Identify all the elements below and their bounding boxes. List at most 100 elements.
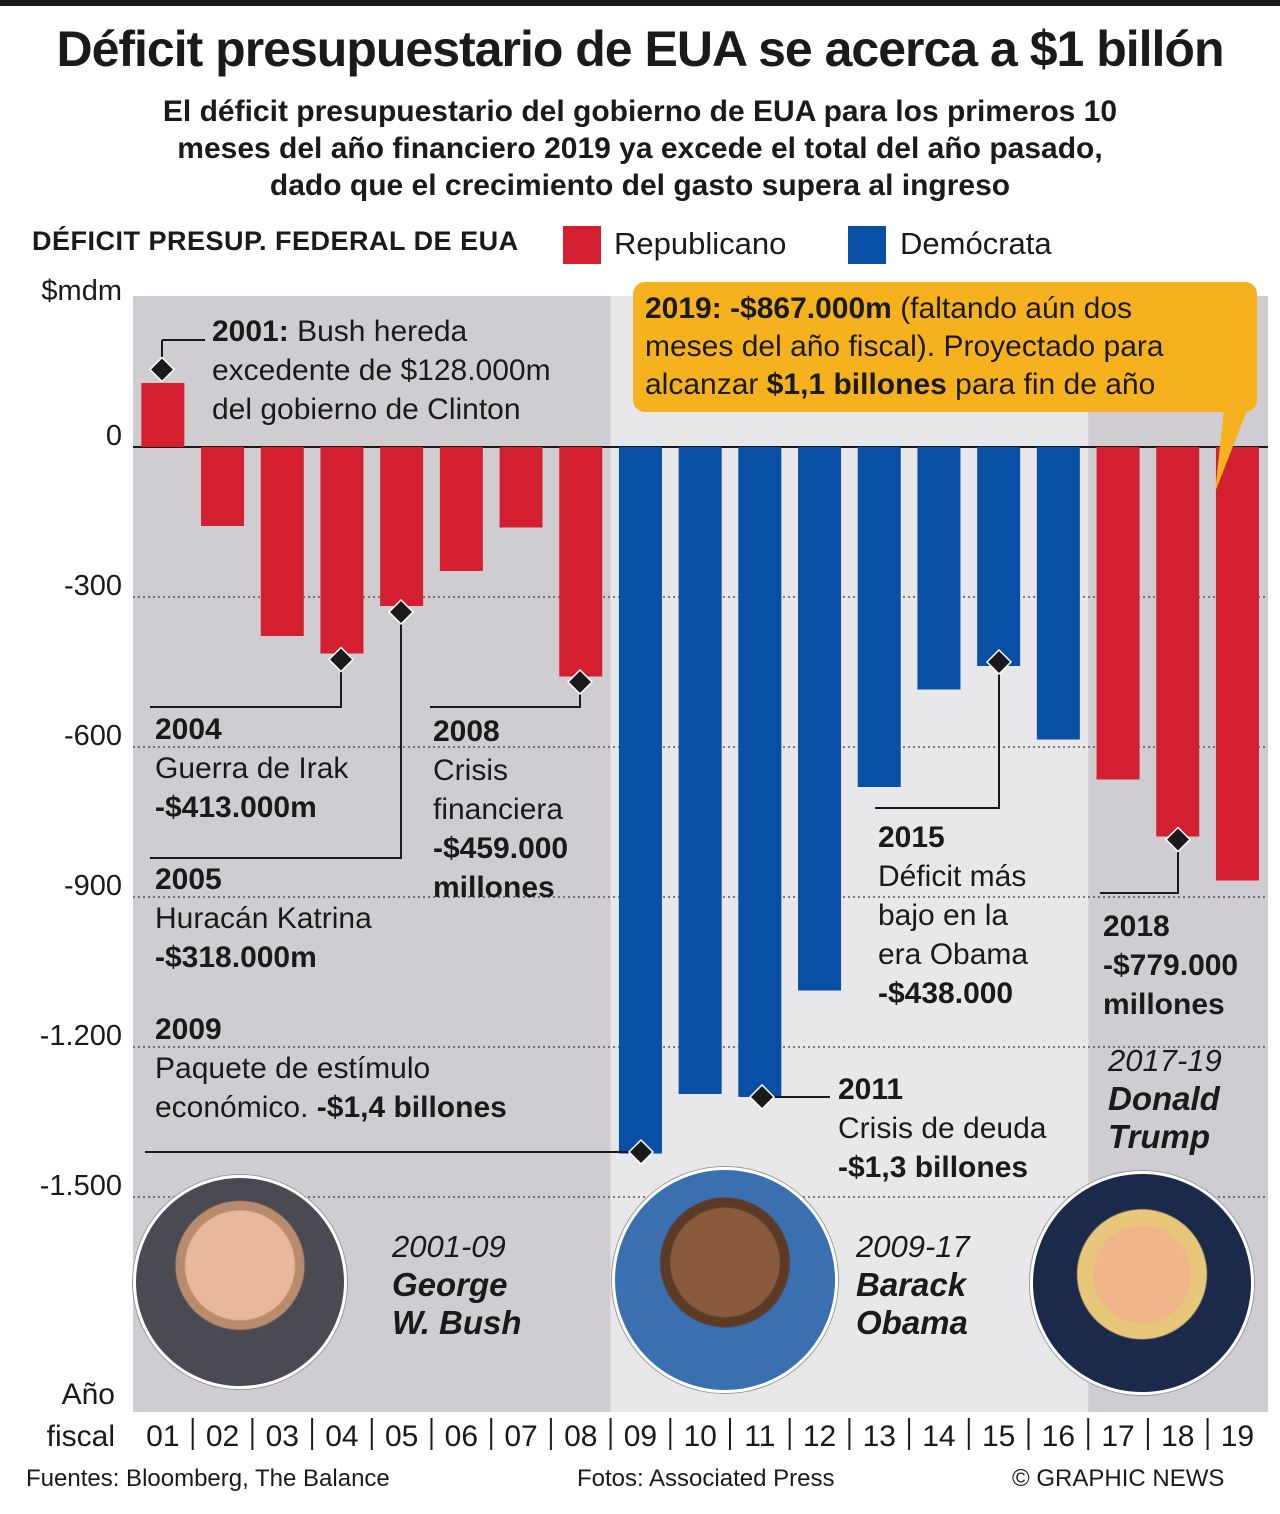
annotation-year: 2011 xyxy=(838,1073,904,1106)
president-years: 2001-09 xyxy=(392,1229,506,1264)
y-tick-label: -1.200 xyxy=(40,1020,122,1052)
chart-title: DÉFICIT PRESUP. FEDERAL DE EUA xyxy=(32,226,519,256)
obama-photo xyxy=(612,1167,838,1393)
x-tick-label: 17 xyxy=(1101,1420,1134,1453)
footer-credit: © GRAPHIC NEWS xyxy=(1012,1465,1225,1492)
bar-16 xyxy=(1036,447,1080,740)
bar-13 xyxy=(857,447,901,787)
bar-08 xyxy=(559,447,603,677)
y-tick-label: -900 xyxy=(64,870,122,902)
annotation-event: Crisis xyxy=(433,754,508,787)
x-tick-label: 04 xyxy=(325,1420,358,1453)
x-tick-label: 01 xyxy=(146,1420,179,1453)
annotation-text: del gobierno de Clinton xyxy=(212,393,521,426)
x-tick-label: 05 xyxy=(385,1420,418,1453)
x-axis-label: fiscal xyxy=(47,1420,115,1453)
annotation-year: 2018 xyxy=(1103,910,1170,943)
leader-marker xyxy=(148,356,176,383)
annotation-value: -$413.000m xyxy=(155,791,317,824)
x-tick-label: 10 xyxy=(683,1420,716,1453)
x-tick-label: 13 xyxy=(863,1420,896,1453)
annotation-text: excedente de $128.000m xyxy=(212,354,551,387)
annotation-2015: 2015 Déficit más bajo en la era Obama -$… xyxy=(878,818,1028,1013)
annotation-value: -$318.000m xyxy=(155,941,317,974)
annotation-text: alcanzar xyxy=(645,368,767,401)
annotation-2011: 2011 Crisis de deuda -$1,3 billones xyxy=(838,1070,1046,1187)
annotation-2019-callout: 2019: -$867.000m (faltando aún dos meses… xyxy=(633,282,1257,412)
y-tick-label: 0 xyxy=(106,420,122,452)
annotation-event: bajo en la xyxy=(878,899,1009,932)
annotation-event: Huracán Katrina xyxy=(155,902,372,935)
x-axis-label: Año xyxy=(62,1378,115,1411)
annotation-text: (faltando aún dos xyxy=(891,292,1133,325)
bar-14 xyxy=(917,447,961,690)
annotation-value: -$1,4 billones xyxy=(316,1091,507,1124)
y-tick-label: -300 xyxy=(64,570,122,602)
leader-line xyxy=(1100,839,1179,894)
footer-photos: Fotos: Associated Press xyxy=(577,1465,835,1492)
x-tick-label: 03 xyxy=(266,1420,299,1453)
annotation-year: 2015 xyxy=(878,821,945,854)
bar-12 xyxy=(798,447,842,991)
x-tick-label: 16 xyxy=(1042,1420,1075,1453)
annotation-2009: 2009 Paquete de estímulo económico. -$1,… xyxy=(155,1010,507,1127)
president-years: 2009-17 xyxy=(856,1229,970,1264)
legend-swatch-democrat xyxy=(848,226,886,264)
annotation-year: 2019: -$867.000m xyxy=(645,292,892,325)
president-name: Donald xyxy=(1108,1080,1220,1117)
annotation-2018: 2018 -$779.000 millones xyxy=(1103,907,1238,1024)
president-name: Obama xyxy=(856,1304,968,1341)
annotation-event: económico. xyxy=(155,1091,309,1124)
x-tick-label: 18 xyxy=(1161,1420,1194,1453)
bar-10 xyxy=(678,447,722,1094)
annotation-year: 2009 xyxy=(155,1013,222,1046)
annotation-2008: 2008 Crisis financiera -$459.000 millone… xyxy=(433,712,568,907)
leader-marker xyxy=(627,1138,655,1166)
annotation-value: -$438.000 xyxy=(878,977,1014,1010)
president-label-trump: 2017-19 Donald Trump xyxy=(1108,1042,1222,1156)
bar-05 xyxy=(380,447,424,606)
y-tick-label: -600 xyxy=(64,720,122,752)
bar-18 xyxy=(1156,447,1200,837)
bar-17 xyxy=(1096,447,1140,780)
x-tick-label: 06 xyxy=(445,1420,478,1453)
footer-sources: Fuentes: Bloomberg, The Balance xyxy=(26,1465,390,1492)
bar-04 xyxy=(320,447,364,654)
y-axis-label: $mdm xyxy=(41,275,122,307)
subtitle: El déficit presupuestario del gobierno d… xyxy=(40,93,1240,204)
bar-01 xyxy=(141,383,185,447)
annotation-event: financiera xyxy=(433,793,564,826)
x-tick-label: 08 xyxy=(564,1420,597,1453)
leader-marker xyxy=(327,646,355,673)
leader-line xyxy=(875,662,1000,809)
annotation-event: Guerra de Irak xyxy=(155,752,349,785)
x-tick-label: 15 xyxy=(982,1420,1015,1453)
annotation-year: 2005 xyxy=(155,863,222,896)
trump-photo xyxy=(1030,1171,1254,1395)
annotation-event: Déficit más xyxy=(878,860,1027,893)
annotation-value: -$459.000 xyxy=(433,832,569,865)
x-tick-label: 11 xyxy=(744,1420,775,1453)
president-label-bush: 2001-09 George W. Bush xyxy=(392,1228,522,1342)
bar-02 xyxy=(201,447,245,526)
leader-line xyxy=(150,659,342,708)
legend-label-republican: Republicano xyxy=(614,226,787,261)
annotation-value: -$1,3 billones xyxy=(838,1151,1029,1184)
annotation-text: Bush hereda xyxy=(288,315,468,348)
leader-marker xyxy=(566,668,594,696)
leader-marker xyxy=(1164,826,1192,853)
subtitle-line: meses del año financiero 2019 ya excede … xyxy=(177,132,1103,165)
annotation-value: millones xyxy=(433,871,555,904)
bar-03 xyxy=(260,447,304,636)
annotation-year: 2001: xyxy=(212,315,289,348)
annotation-2005: 2005 Huracán Katrina -$318.000m xyxy=(155,860,372,977)
president-years: 2017-19 xyxy=(1108,1043,1222,1078)
annotation-value: -$779.000 xyxy=(1103,949,1239,982)
annotation-2004: 2004 Guerra de Irak -$413.000m xyxy=(155,710,348,827)
annotation-year: 2004 xyxy=(155,713,222,746)
president-name: Trump xyxy=(1108,1118,1211,1155)
bar-15 xyxy=(977,447,1021,666)
bush-photo xyxy=(133,1175,347,1389)
president-label-obama: 2009-17 Barack Obama xyxy=(856,1228,970,1342)
